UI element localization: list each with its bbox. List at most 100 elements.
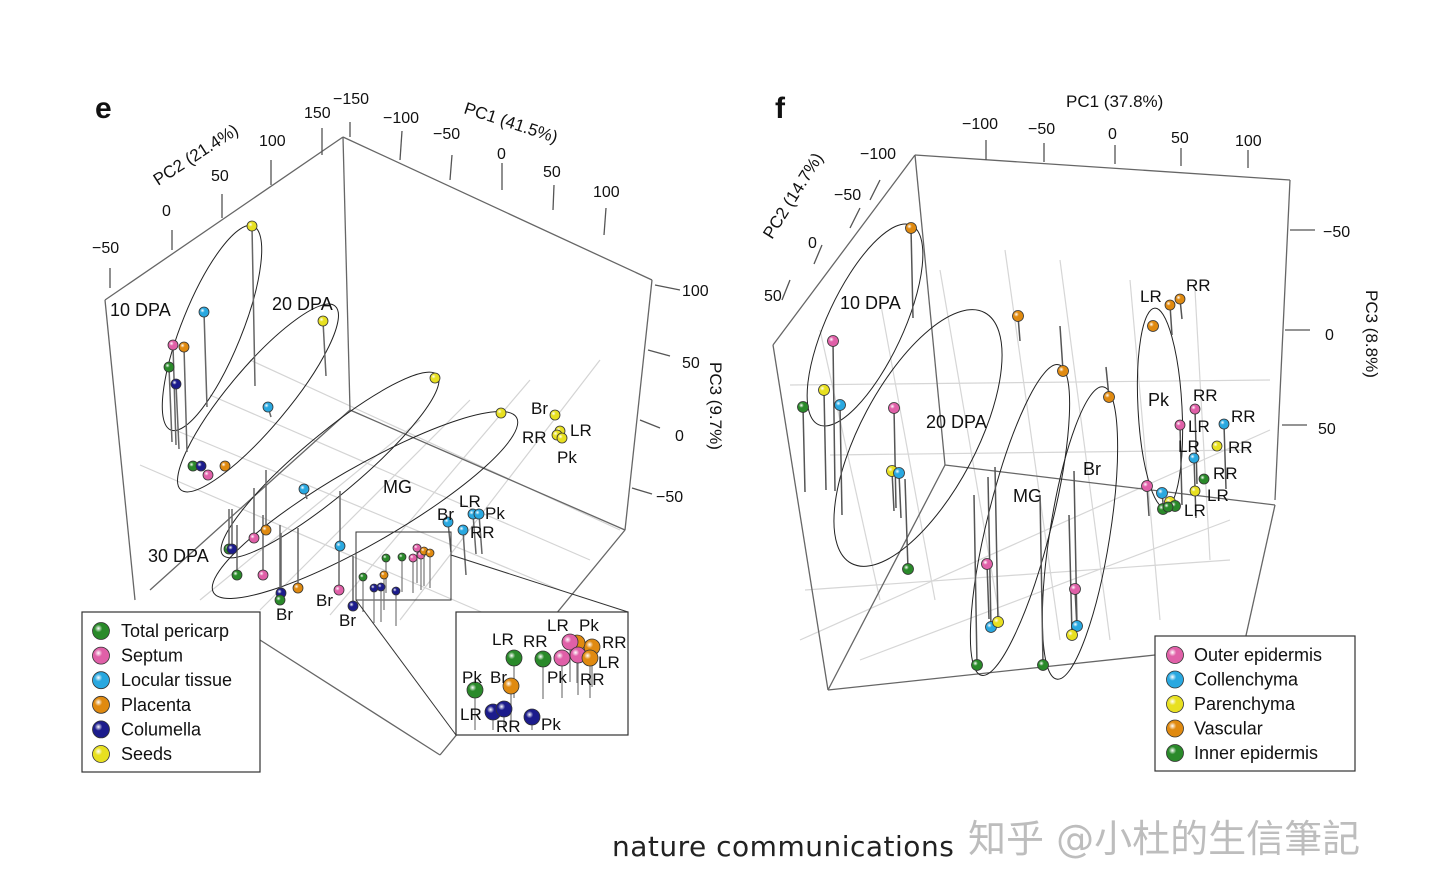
legend-f [1154,635,1356,772]
stem-line [987,476,992,628]
point-septum [333,584,345,596]
legend-label: Seeds [121,744,172,764]
inset-point [466,681,484,699]
grid-line [1194,289,1211,561]
point-vascular [905,222,917,234]
stem-line [994,466,999,623]
z-tick-label: 0 [675,428,684,445]
inset-point-label: Pk [579,616,599,635]
group-ellipse-20dpa [833,309,1003,567]
x-tick [399,130,403,161]
watermark: 知乎 @小杜的生信筆記 [968,817,1361,861]
inset-point-label: RR [523,632,548,651]
point-label: RR [1186,276,1211,295]
axis-box-edge [914,154,946,466]
stem-line [168,366,173,443]
point-locular-tissue [473,508,485,520]
group-ellipse-br [1041,386,1119,680]
point-label: RR [470,523,495,542]
legend-swatch [92,695,110,714]
point-locular-tissue [298,483,310,495]
axis-box-edge [827,464,946,691]
point-inner-epidermis [902,563,914,575]
inset-source-point [358,572,368,582]
point-label: RR [1228,438,1253,457]
stem-line [823,389,827,491]
zoom-region-box [355,531,452,601]
grid-line [859,519,1231,661]
grid-line [799,429,1271,641]
inset-source-point [425,548,435,558]
zoom-connector [450,554,629,613]
point-inner-epidermis [1198,473,1210,485]
point-collenchyma [1156,487,1168,499]
z-tick-label: −50 [656,489,683,506]
z-tick [639,419,661,429]
axis-box-edge [772,344,829,691]
legend-swatch [92,622,110,640]
legend-swatch [1166,744,1184,762]
x-tick-label: 100 [593,184,620,201]
point-locular-tissue [457,524,469,536]
axis-box-edge [624,279,653,531]
inset-point [581,649,599,667]
point-label: RR [522,428,547,447]
legend-label: Placenta [121,695,192,715]
legend-swatch [1166,695,1184,713]
panel-label-f: f [775,92,786,125]
point-locular-tissue [334,540,346,552]
axis-box-edge [1244,504,1276,641]
point-vascular [1174,293,1186,305]
group-ellipse-10dpa [161,224,263,432]
y-tick-label: 150 [304,105,331,122]
inset-source-point [397,552,407,562]
x-tick-label: −150 [333,91,369,108]
z-tick [654,284,681,291]
legend-label: Total pericarp [121,621,229,641]
x-tick-label: −50 [433,126,460,143]
z-tick-label: −50 [1323,224,1350,241]
x-tick-label: −50 [1028,121,1055,138]
point-placenta [292,582,304,594]
legend-swatch [1166,646,1184,664]
x-tick-label: 50 [543,164,561,181]
stem-line [910,227,914,319]
inset-point-label: Pk [462,668,482,687]
stem-line [251,225,256,387]
z-tick [631,487,653,495]
point-placenta [178,341,190,353]
point-label: LR [459,492,481,511]
point-total-pericarp [231,569,243,581]
stem-line [898,472,902,519]
inset-point-label: RR [580,670,605,689]
stem-line [1223,423,1227,490]
z-tick-label: 0 [1325,327,1334,344]
point-seeds [556,432,568,444]
y-tick [869,179,881,201]
x-tick-label: 0 [497,146,506,163]
point-label: Pk [485,504,505,523]
stem-line [832,340,836,492]
point-outer-epidermis [1174,419,1186,431]
grid-line [819,329,881,601]
point-placenta [260,524,272,536]
stem-line [1073,470,1078,627]
y-tick-label: −100 [860,146,896,163]
inset-point-label: Pk [547,668,567,687]
grid-line [209,394,591,561]
inset-point-label: RR [496,717,521,736]
point-label: RR [1213,464,1238,483]
grid-line [399,359,601,621]
z-axis-title: PC3 (9.7%) [706,362,725,450]
x-tick [552,184,555,211]
point-locular-tissue [262,401,274,413]
point-placenta [219,460,231,472]
point-total-pericarp [163,361,175,373]
x-tick [449,154,453,181]
point-septum [167,339,179,351]
inset-point [553,649,571,667]
grid-line [1004,249,1061,641]
point-outer-epidermis [1141,480,1153,492]
axis-box-edge [1274,179,1291,501]
